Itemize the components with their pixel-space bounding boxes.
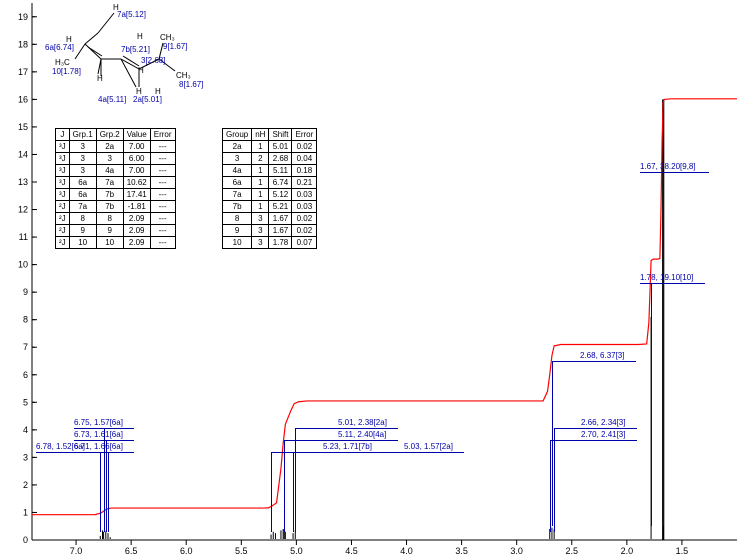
table-row: ³J6a7a10.62--- xyxy=(56,177,176,189)
peak-label: 6.73, 1.61[6a] xyxy=(74,430,123,439)
svg-text:14: 14 xyxy=(18,149,28,159)
coupling-constants-table: JGrp.1Grp.2ValueError³J32a7.00---³J336.0… xyxy=(55,128,176,249)
molecule-structure: HHHHCH₃H₃CCH₃HHH7a[5.12]6a[6.74]7b[5.21]… xyxy=(55,3,205,103)
chemical-shifts-table: GroupnHShiftError2a15.010.02322.680.044a… xyxy=(222,128,317,249)
table-row: 931.670.02 xyxy=(223,225,317,237)
peak-label: 2.66, 2.34[3] xyxy=(581,418,625,427)
svg-text:4: 4 xyxy=(23,425,28,435)
col-header: Shift xyxy=(269,129,292,141)
col-header: Grp.1 xyxy=(69,129,96,141)
col-header: Error xyxy=(292,129,317,141)
svg-text:5.0: 5.0 xyxy=(290,546,303,556)
table-row: 322.680.04 xyxy=(223,153,317,165)
table-row: 2a15.010.02 xyxy=(223,141,317,153)
col-header: Grp.2 xyxy=(96,129,123,141)
svg-text:4.0: 4.0 xyxy=(400,546,413,556)
svg-text:6.0: 6.0 xyxy=(180,546,193,556)
table-row: 1031.780.07 xyxy=(223,237,317,249)
peak-label: 2.70, 2.41[3] xyxy=(581,430,625,439)
svg-text:12: 12 xyxy=(18,205,28,215)
table-row: ³J336.00--- xyxy=(56,153,176,165)
svg-text:6: 6 xyxy=(23,370,28,380)
svg-text:8: 8 xyxy=(23,315,28,325)
table-row: ²J992.09--- xyxy=(56,225,176,237)
col-header: Error xyxy=(150,129,175,141)
svg-text:16: 16 xyxy=(18,94,28,104)
svg-text:15: 15 xyxy=(18,122,28,132)
svg-text:3.5: 3.5 xyxy=(455,546,468,556)
peak-label: 1.78, 19.10[10] xyxy=(640,273,693,282)
svg-text:2.0: 2.0 xyxy=(621,546,634,556)
svg-text:19: 19 xyxy=(18,12,28,22)
table-row: ³J34a7.00--- xyxy=(56,165,176,177)
svg-text:17: 17 xyxy=(18,67,28,77)
peak-label: 6.75, 1.57[6a] xyxy=(74,418,123,427)
col-header: Group xyxy=(223,129,252,141)
table-row: 7b15.210.03 xyxy=(223,201,317,213)
svg-text:4.5: 4.5 xyxy=(345,546,358,556)
table-row: 7a15.120.03 xyxy=(223,189,317,201)
svg-text:7.0: 7.0 xyxy=(70,546,83,556)
svg-text:6.5: 6.5 xyxy=(125,546,138,556)
svg-text:5: 5 xyxy=(23,397,28,407)
svg-text:1.5: 1.5 xyxy=(676,546,689,556)
col-header: nH xyxy=(252,129,269,141)
peak-label: 5.01, 2.38[2a] xyxy=(338,418,387,427)
table-row: ³J32a7.00--- xyxy=(56,141,176,153)
svg-text:3: 3 xyxy=(23,452,28,462)
svg-text:5.5: 5.5 xyxy=(235,546,248,556)
peak-label: 5.03, 1.57[2a] xyxy=(404,442,453,451)
col-header: Value xyxy=(123,129,150,141)
peak-label: 2.68, 6.37[3] xyxy=(580,351,624,360)
peak-label: 5.23, 1.71[7b] xyxy=(323,442,372,451)
svg-text:7: 7 xyxy=(23,342,28,352)
table-row: ²J7a7b-1.81--- xyxy=(56,201,176,213)
svg-text:0: 0 xyxy=(23,535,28,545)
table-row: 831.670.02 xyxy=(223,213,317,225)
col-header: J xyxy=(56,129,70,141)
svg-text:13: 13 xyxy=(18,177,28,187)
svg-text:3.0: 3.0 xyxy=(510,546,523,556)
svg-text:2: 2 xyxy=(23,480,28,490)
svg-text:18: 18 xyxy=(18,39,28,49)
svg-text:10: 10 xyxy=(18,260,28,270)
table-row: ²J10102.09--- xyxy=(56,237,176,249)
svg-text:1: 1 xyxy=(23,507,28,517)
table-row: 4a15.110.18 xyxy=(223,165,317,177)
svg-text:9: 9 xyxy=(23,287,28,297)
peak-label: 1.67, 38.20[9,8] xyxy=(640,162,696,171)
table-row: ³J6a7b17.41--- xyxy=(56,189,176,201)
peak-label: 5.11, 2.40[4a] xyxy=(338,430,386,439)
table-row: 6a16.740.21 xyxy=(223,177,317,189)
svg-text:11: 11 xyxy=(19,232,28,242)
svg-text:2.5: 2.5 xyxy=(566,546,579,556)
table-row: ²J882.09--- xyxy=(56,213,176,225)
peak-label: 6.78, 1.52[6a] xyxy=(36,442,85,451)
